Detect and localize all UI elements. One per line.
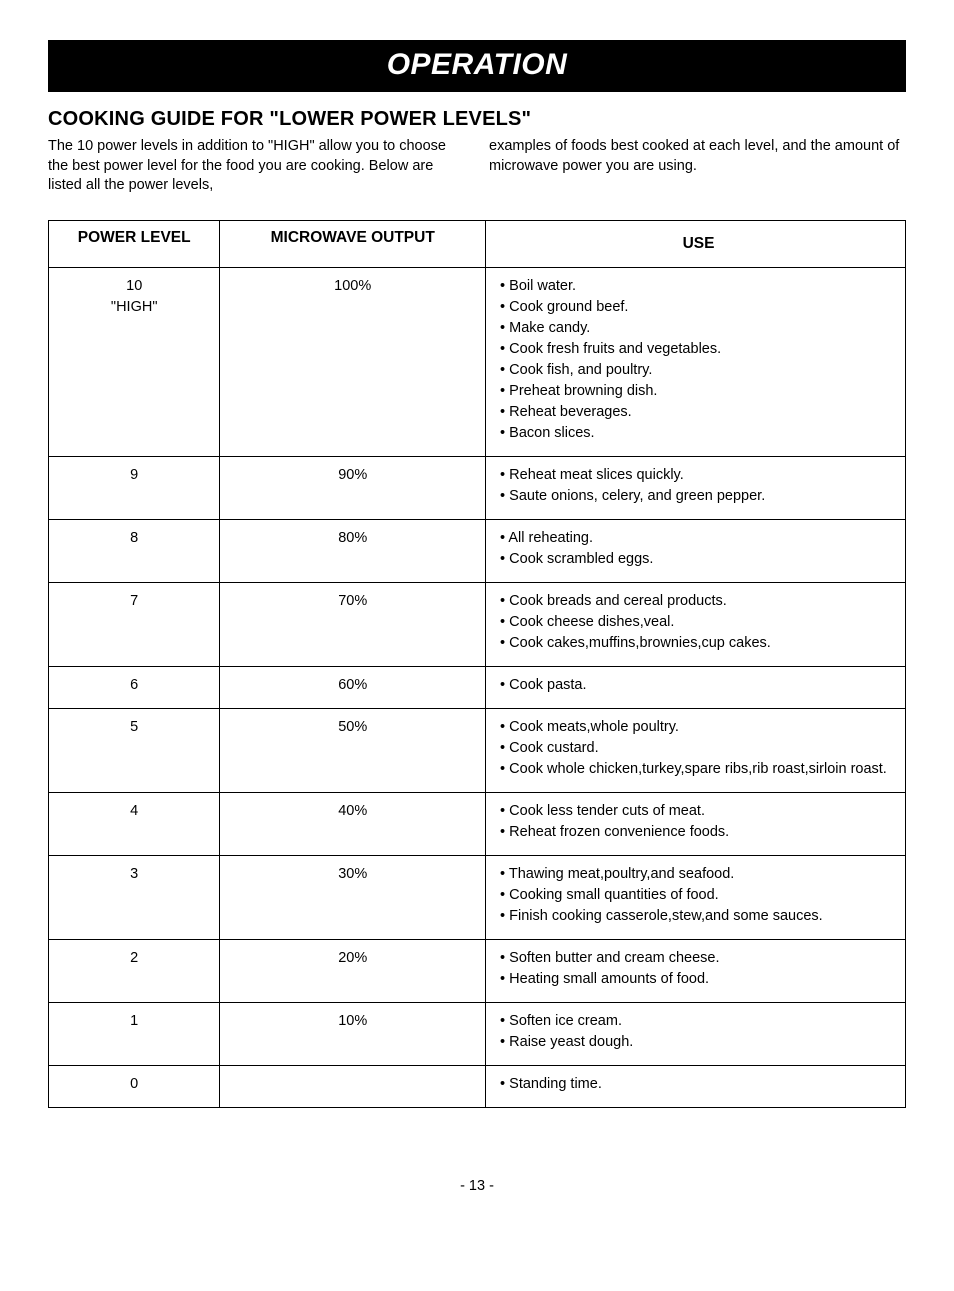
page-banner: OPERATION <box>48 40 906 92</box>
use-item: • Cook whole chicken,turkey,spare ribs,r… <box>500 759 895 780</box>
use-item: • Cook meats,whole poultry. <box>500 717 895 738</box>
use-item: • Soften ice cream. <box>500 1011 895 1032</box>
table-row: 220%• Soften butter and cream cheese.• H… <box>49 940 906 1003</box>
cell-use: • Thawing meat,poultry,and seafood.• Coo… <box>486 856 906 940</box>
page-number: - 13 - <box>48 1178 906 1194</box>
cell-microwave-output: 80% <box>220 519 486 582</box>
cell-use: • Soften ice cream.• Raise yeast dough. <box>486 1003 906 1066</box>
cell-use: • Reheat meat slices quickly.• Saute oni… <box>486 456 906 519</box>
use-item: • Cook ground beef. <box>500 297 895 318</box>
use-item: • Cook fish, and poultry. <box>500 360 895 381</box>
use-item: • Thawing meat,poultry,and seafood. <box>500 864 895 885</box>
use-item: • Saute onions, celery, and green pepper… <box>500 486 895 507</box>
cell-use: • Cook breads and cereal products.• Cook… <box>486 582 906 666</box>
cell-use: • Cook meats,whole poultry.• Cook custar… <box>486 708 906 792</box>
cell-power-level: 10"HIGH" <box>49 267 220 456</box>
table-row: 330%• Thawing meat,poultry,and seafood.•… <box>49 856 906 940</box>
cell-use: • Boil water.• Cook ground beef.• Make c… <box>486 267 906 456</box>
use-item: • Preheat browning dish. <box>500 381 895 402</box>
table-header-row: POWER LEVEL MICROWAVE OUTPUT USE <box>49 220 906 267</box>
cell-power-level: 3 <box>49 856 220 940</box>
table-row: 770%• Cook breads and cereal products.• … <box>49 582 906 666</box>
power-level-table: POWER LEVEL MICROWAVE OUTPUT USE 10"HIGH… <box>48 220 906 1108</box>
header-microwave-output: MICROWAVE OUTPUT <box>220 220 486 267</box>
cell-power-level: 1 <box>49 1003 220 1066</box>
cell-microwave-output: 40% <box>220 792 486 855</box>
cell-power-level: 8 <box>49 519 220 582</box>
cell-microwave-output: 20% <box>220 940 486 1003</box>
header-power-level: POWER LEVEL <box>49 220 220 267</box>
cell-microwave-output: 90% <box>220 456 486 519</box>
use-item: • Raise yeast dough. <box>500 1032 895 1053</box>
use-item: • Boil water. <box>500 276 895 297</box>
table-row: 110%• Soften ice cream.• Raise yeast dou… <box>49 1003 906 1066</box>
cell-power-level: 6 <box>49 666 220 708</box>
cell-microwave-output: 70% <box>220 582 486 666</box>
use-item: • Cooking small quantities of food. <box>500 885 895 906</box>
intro-right: examples of foods best cooked at each le… <box>489 137 906 196</box>
use-item: • Cook cakes,muffins,brownies,cup cakes. <box>500 633 895 654</box>
cell-power-level: 7 <box>49 582 220 666</box>
use-item: • Standing time. <box>500 1074 895 1095</box>
cell-microwave-output: 10% <box>220 1003 486 1066</box>
use-item: • Cook breads and cereal products. <box>500 591 895 612</box>
use-item: • Cook cheese dishes,veal. <box>500 612 895 633</box>
table-row: 10"HIGH"100%• Boil water.• Cook ground b… <box>49 267 906 456</box>
use-item: • Cook custard. <box>500 738 895 759</box>
cell-use: • Cook pasta. <box>486 666 906 708</box>
use-item: • Cook less tender cuts of meat. <box>500 801 895 822</box>
use-item: • Reheat beverages. <box>500 402 895 423</box>
table-row: 880%• All reheating.• Cook scrambled egg… <box>49 519 906 582</box>
cell-microwave-output: 60% <box>220 666 486 708</box>
table-row: 990%• Reheat meat slices quickly.• Saute… <box>49 456 906 519</box>
use-item: • Cook pasta. <box>500 675 895 696</box>
use-item: • Cook fresh fruits and vegetables. <box>500 339 895 360</box>
cell-power-level: 9 <box>49 456 220 519</box>
table-row: 440%• Cook less tender cuts of meat.• Re… <box>49 792 906 855</box>
cell-power-level: 2 <box>49 940 220 1003</box>
use-item: • Reheat meat slices quickly. <box>500 465 895 486</box>
table-row: 660% • Cook pasta. <box>49 666 906 708</box>
cell-use: • Standing time. <box>486 1066 906 1108</box>
use-item: • Reheat frozen convenience foods. <box>500 822 895 843</box>
cell-microwave-output <box>220 1066 486 1108</box>
cell-power-level: 4 <box>49 792 220 855</box>
cell-power-level: 0 <box>49 1066 220 1108</box>
header-use: USE <box>486 220 906 267</box>
use-item: • All reheating. <box>500 528 895 549</box>
use-item: • Cook scrambled eggs. <box>500 549 895 570</box>
section-title: COOKING GUIDE FOR "LOWER POWER LEVELS" <box>48 108 906 131</box>
intro-text: The 10 power levels in addition to "HIGH… <box>48 137 906 196</box>
cell-microwave-output: 50% <box>220 708 486 792</box>
table-row: 550%• Cook meats,whole poultry.• Cook cu… <box>49 708 906 792</box>
cell-use: • All reheating.• Cook scrambled eggs. <box>486 519 906 582</box>
table-row: 0 • Standing time. <box>49 1066 906 1108</box>
cell-use: • Cook less tender cuts of meat.• Reheat… <box>486 792 906 855</box>
use-item: • Finish cooking casserole,stew,and some… <box>500 906 895 927</box>
cell-power-level: 5 <box>49 708 220 792</box>
cell-use: • Soften butter and cream cheese.• Heati… <box>486 940 906 1003</box>
intro-left: The 10 power levels in addition to "HIGH… <box>48 137 465 196</box>
use-item: • Make candy. <box>500 318 895 339</box>
cell-microwave-output: 100% <box>220 267 486 456</box>
use-item: • Soften butter and cream cheese. <box>500 948 895 969</box>
banner-title: OPERATION <box>387 48 568 81</box>
use-item: • Bacon slices. <box>500 423 895 444</box>
use-item: • Heating small amounts of food. <box>500 969 895 990</box>
cell-microwave-output: 30% <box>220 856 486 940</box>
